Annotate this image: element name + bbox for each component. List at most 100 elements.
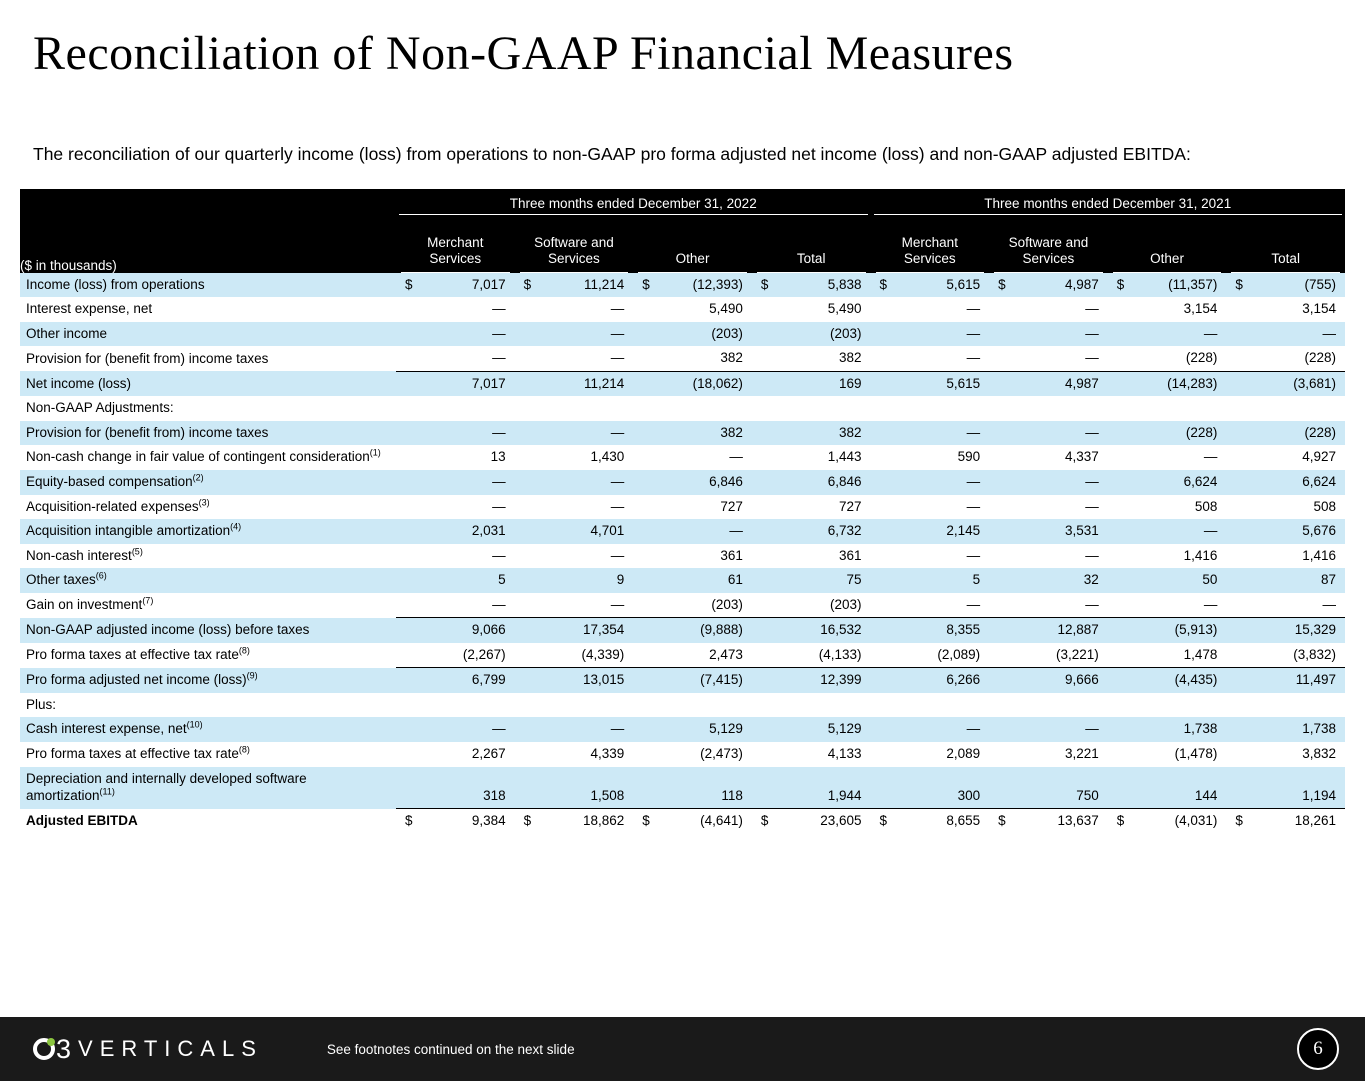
- value-cell: —: [514, 717, 634, 743]
- value-cell: [633, 692, 752, 718]
- row-label: Plus:: [20, 692, 396, 718]
- value-cell: $9,384: [396, 808, 515, 834]
- value-cell: 508: [1107, 494, 1227, 520]
- value-cell: [633, 396, 752, 421]
- page-number: 6: [1313, 1038, 1323, 1059]
- value-cell: (4,339): [514, 642, 634, 668]
- value-cell: 2,267: [396, 742, 515, 767]
- value-cell: [1226, 692, 1345, 718]
- column-header: Merchant Services: [396, 214, 515, 273]
- table-row: Pro forma taxes at effective tax rate(8)…: [20, 742, 1345, 767]
- table-row: Adjusted EBITDA $9,384 $18,862 $ (4,641) $23,…: [20, 808, 1345, 834]
- value-cell: (18,062): [633, 370, 752, 397]
- value-cell: 1,944: [751, 766, 871, 809]
- value-cell: —: [514, 420, 634, 446]
- value-cell: 2,089: [870, 742, 990, 767]
- dollar-sign: $: [405, 813, 413, 829]
- value-cell: 6,799: [396, 667, 515, 693]
- row-label: Interest expense, net: [20, 297, 396, 322]
- value-cell: —: [396, 543, 515, 569]
- value-cell: (228): [1107, 346, 1227, 372]
- value-cell: —: [514, 321, 634, 347]
- slide: Reconciliation of Non-GAAP Financial Mea…: [0, 26, 1365, 1081]
- table-row: Pro forma taxes at effective tax rate(8)…: [20, 642, 1345, 668]
- table-row: Gain on investment(7) — — (203) (203) — — — —: [20, 592, 1345, 618]
- value-cell: 3,832: [1226, 742, 1345, 767]
- value-cell: 12,887: [989, 617, 1108, 643]
- value-cell: —: [870, 346, 990, 372]
- value-cell: 169: [751, 370, 871, 397]
- value-cell: 1,430: [514, 445, 634, 470]
- value-cell: 11,214: [514, 370, 634, 397]
- value-cell: [989, 396, 1108, 421]
- value-cell: 6,732: [751, 519, 871, 544]
- units-label-text: ($ in thousands): [20, 257, 117, 273]
- value-cell: $23,605: [751, 808, 871, 834]
- value-cell: $11,214: [514, 272, 634, 298]
- dollar-sign: $: [1116, 813, 1125, 829]
- value-cell: 8,355: [870, 617, 990, 643]
- value-cell: [989, 692, 1108, 718]
- footnote-ref: (6): [95, 570, 107, 581]
- value-cell: (5,913): [1107, 617, 1227, 643]
- value-cell: —: [989, 297, 1108, 322]
- value-cell: —: [989, 592, 1108, 618]
- table-row: Depreciation and internally developed so…: [20, 766, 1345, 809]
- value-cell: —: [396, 717, 515, 743]
- column-header-row: Merchant Services Software and Services Ot…: [20, 214, 1345, 273]
- value-cell: 5: [870, 568, 990, 593]
- value-cell: (2,473): [633, 742, 752, 767]
- value-cell: —: [396, 470, 515, 495]
- row-label: Non-cash change in fair value of conting…: [20, 445, 396, 470]
- table-row: Acquisition intangible amortization(4) 2,…: [20, 519, 1345, 544]
- table-row: Provision for (benefit from) income taxe…: [20, 346, 1345, 372]
- value-cell: 6,624: [1107, 470, 1227, 495]
- value-cell: $18,862: [514, 808, 634, 834]
- value-cell: 1,194: [1226, 766, 1345, 809]
- column-header: Other: [1107, 214, 1227, 273]
- page-number-badge: 6: [1297, 1028, 1339, 1070]
- table-row: Plus:: [20, 692, 1345, 718]
- row-label: Net income (loss): [20, 371, 396, 397]
- footnote-text: See footnotes continued on the next slid…: [326, 1041, 575, 1057]
- value-cell: [751, 692, 871, 718]
- column-header: Total: [751, 214, 871, 273]
- value-cell: —: [514, 470, 634, 495]
- group-header-2022-text: Three months ended December 31, 2022: [399, 196, 868, 215]
- value-cell: (3,681): [1226, 370, 1345, 397]
- value-cell: 11,497: [1226, 667, 1345, 693]
- footnote-ref: (10): [186, 719, 203, 730]
- value-cell: 4,927: [1226, 445, 1345, 470]
- footnote-ref: (2): [192, 472, 204, 483]
- value-cell: $ (755): [1226, 272, 1345, 298]
- value-cell: 118: [633, 766, 752, 809]
- table-row: Other income — — (203) (203) — — — —: [20, 321, 1345, 347]
- table-row: Other taxes(6) 5 9 61 75 5 32 50 87: [20, 568, 1345, 593]
- value-cell: 1,443: [751, 445, 871, 470]
- value-cell: 727: [633, 494, 752, 520]
- row-label: Other taxes(6): [20, 568, 396, 593]
- footnote-ref: (11): [99, 786, 115, 797]
- value-cell: $7,017: [396, 272, 515, 298]
- value-cell: 7,017: [396, 370, 515, 397]
- value-cell: [514, 396, 634, 421]
- value-cell: —: [1226, 321, 1345, 347]
- value-cell: —: [989, 543, 1108, 569]
- row-label: Gain on investment(7): [20, 592, 396, 618]
- value-cell: —: [989, 717, 1108, 743]
- group-header-2021-text: Three months ended December 31, 2021: [873, 196, 1342, 215]
- dollar-sign: $: [405, 276, 413, 292]
- value-cell: 4,987: [989, 370, 1108, 397]
- value-cell: —: [989, 346, 1108, 372]
- dollar-sign: $: [998, 276, 1006, 292]
- value-cell: 87: [1226, 568, 1345, 593]
- value-cell: —: [989, 321, 1108, 347]
- dollar-sign: $: [642, 813, 650, 829]
- row-label: Cash interest expense, net(10): [20, 717, 396, 743]
- table-row: Provision for (benefit from) income taxe…: [20, 420, 1345, 446]
- logo-green-dot-icon: [47, 1038, 55, 1046]
- footnote-ref: (5): [131, 546, 143, 557]
- value-cell: —: [989, 494, 1108, 520]
- value-cell: —: [1107, 321, 1227, 347]
- value-cell: [870, 396, 990, 421]
